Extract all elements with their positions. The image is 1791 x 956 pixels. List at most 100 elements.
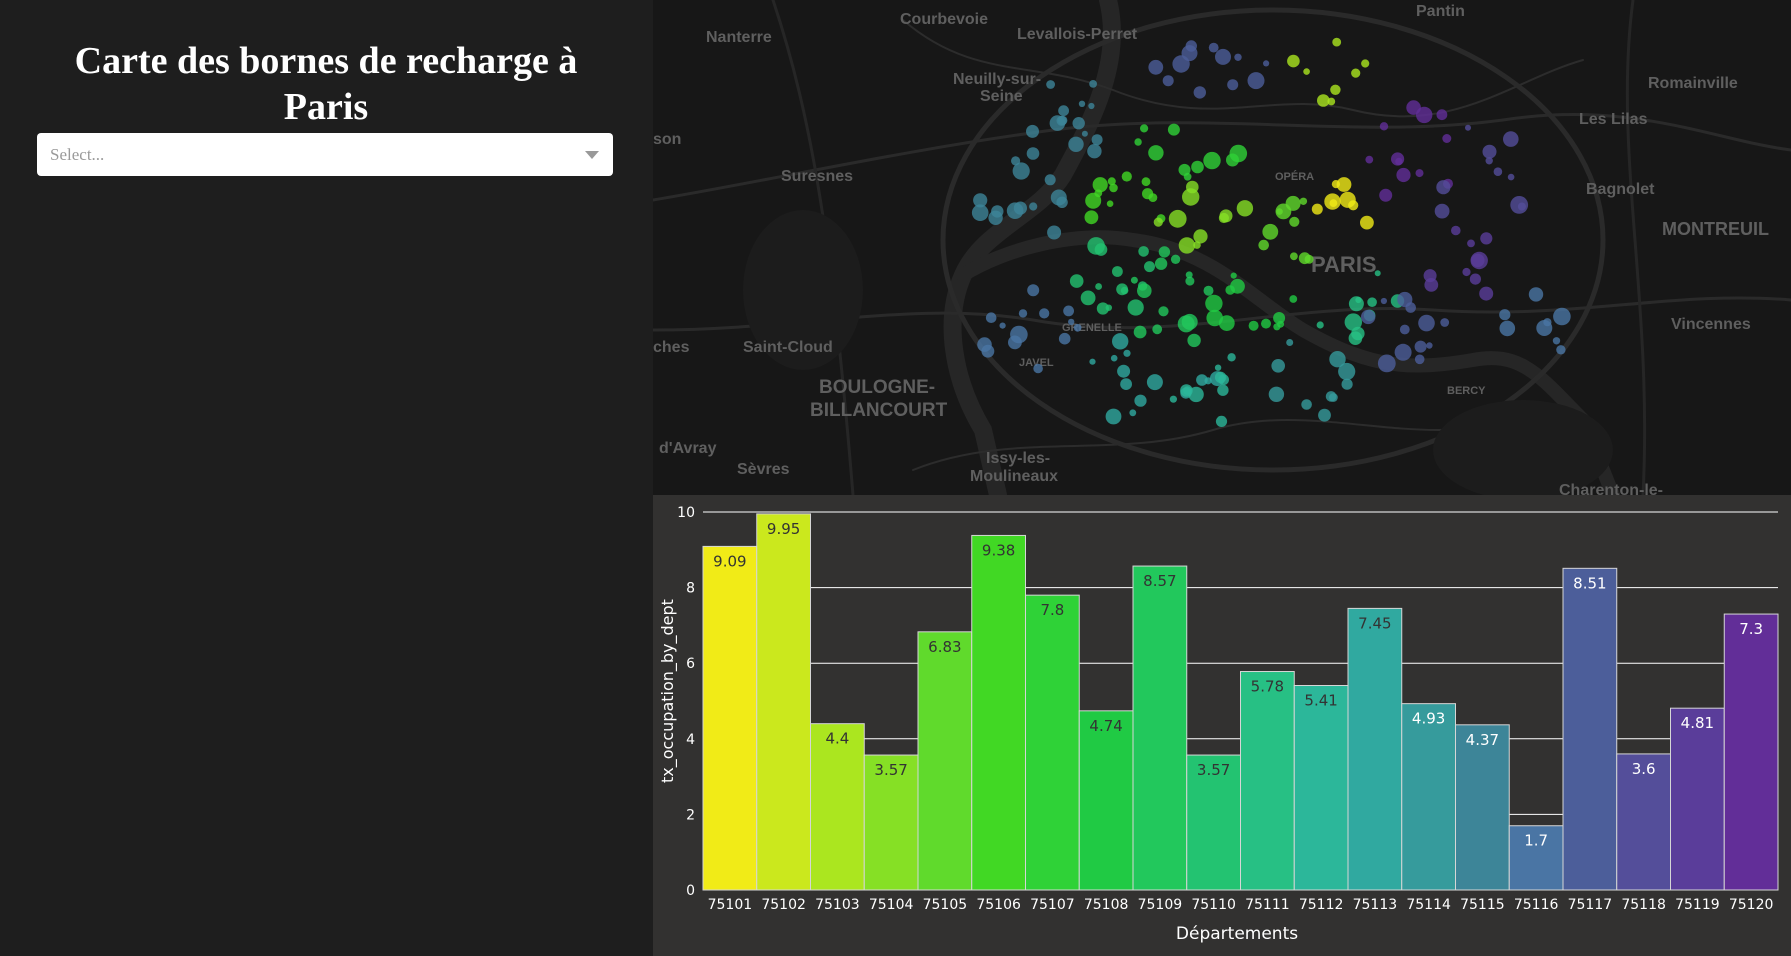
charging-station-marker[interactable] <box>1344 313 1362 331</box>
charging-station-marker[interactable] <box>1311 203 1323 215</box>
charging-station-marker[interactable] <box>1414 340 1427 353</box>
bar[interactable] <box>1401 703 1456 891</box>
charging-station-marker[interactable] <box>1499 320 1516 337</box>
charging-station-marker[interactable] <box>1191 160 1204 174</box>
charging-station-marker[interactable] <box>1517 202 1526 211</box>
charging-station-marker[interactable] <box>1261 318 1271 329</box>
charging-station-marker[interactable] <box>1271 359 1285 373</box>
charging-station-marker[interactable] <box>1153 217 1163 227</box>
charging-station-marker[interactable] <box>1394 343 1412 361</box>
charging-station-marker[interactable] <box>1088 102 1095 110</box>
charging-station-marker[interactable] <box>1069 274 1084 288</box>
charging-station-marker[interactable] <box>1329 393 1338 402</box>
charging-station-marker[interactable] <box>1127 299 1144 316</box>
charging-station-marker[interactable] <box>1341 378 1353 390</box>
charging-station-marker[interactable] <box>1380 297 1387 305</box>
charging-station-marker[interactable] <box>1208 42 1219 53</box>
charging-station-marker[interactable] <box>1217 384 1229 396</box>
charging-station-marker[interactable] <box>1415 169 1424 178</box>
charging-station-marker[interactable] <box>1332 37 1342 47</box>
charging-station-marker[interactable] <box>1162 75 1174 87</box>
charging-station-marker[interactable] <box>1543 318 1552 327</box>
charging-station-marker[interactable] <box>1289 216 1300 227</box>
charging-station-marker[interactable] <box>1204 377 1212 385</box>
charging-station-marker[interactable] <box>973 193 988 208</box>
charging-station-marker[interactable] <box>1205 294 1223 313</box>
charging-station-marker[interactable] <box>1087 237 1105 255</box>
charging-station-marker[interactable] <box>1462 267 1471 277</box>
charging-station-marker[interactable] <box>1442 134 1452 143</box>
charging-station-marker[interactable] <box>1379 122 1389 131</box>
charging-station-marker[interactable] <box>1063 305 1074 317</box>
charging-station-marker[interactable] <box>985 312 997 324</box>
charging-station-marker[interactable] <box>1154 257 1168 270</box>
bar[interactable] <box>702 545 758 891</box>
charging-station-marker[interactable] <box>1351 68 1361 78</box>
charging-station-marker[interactable] <box>1196 374 1208 386</box>
charging-station-marker[interactable] <box>1148 59 1164 75</box>
charging-station-marker[interactable] <box>1178 237 1196 254</box>
charging-station-marker[interactable] <box>1152 324 1163 335</box>
charging-station-marker[interactable] <box>1339 191 1356 208</box>
charging-station-marker[interactable] <box>1338 362 1356 381</box>
charging-station-marker[interactable] <box>1085 192 1102 209</box>
charging-station-marker[interactable] <box>1247 72 1265 90</box>
charging-station-marker[interactable] <box>1379 188 1393 202</box>
charging-station-marker[interactable] <box>1123 349 1131 357</box>
charging-station-marker[interactable] <box>1418 314 1435 332</box>
charging-station-marker[interactable] <box>1285 195 1301 211</box>
charging-station-marker[interactable] <box>1493 167 1503 176</box>
charging-station-marker[interactable] <box>1299 197 1308 205</box>
charging-station-marker[interactable] <box>1120 286 1129 295</box>
charging-station-marker[interactable] <box>1365 155 1374 164</box>
charging-station-marker[interactable] <box>1144 261 1155 273</box>
charging-station-marker[interactable] <box>1303 68 1310 75</box>
charging-station-marker[interactable] <box>1360 215 1374 230</box>
charging-station-marker[interactable] <box>1089 80 1097 88</box>
charging-station-marker[interactable] <box>1068 136 1084 152</box>
bar[interactable] <box>1186 754 1241 891</box>
charging-station-marker[interactable] <box>1436 180 1451 195</box>
charging-station-marker[interactable] <box>1436 109 1448 121</box>
charging-station-marker[interactable] <box>1121 171 1132 182</box>
charging-station-marker[interactable] <box>1377 354 1396 373</box>
charging-station-marker[interactable] <box>1172 55 1190 73</box>
charging-station-marker[interactable] <box>1158 246 1171 258</box>
charging-station-marker[interactable] <box>1290 252 1298 261</box>
charging-station-marker[interactable] <box>1206 309 1223 327</box>
charging-station-marker[interactable] <box>1258 239 1269 251</box>
charging-station-marker[interactable] <box>999 322 1006 329</box>
bar[interactable] <box>810 723 865 891</box>
charging-station-marker[interactable] <box>1133 325 1147 339</box>
charging-station-marker[interactable] <box>1273 312 1286 324</box>
charging-station-marker[interactable] <box>1395 157 1403 166</box>
bar[interactable] <box>971 534 1026 891</box>
charging-station-marker[interactable] <box>1095 283 1102 290</box>
charging-station-marker[interactable] <box>1107 177 1116 186</box>
charging-station-marker[interactable] <box>1087 144 1102 159</box>
charging-station-marker[interactable] <box>1451 225 1461 236</box>
charging-station-marker[interactable] <box>1424 278 1439 292</box>
charging-station-marker[interactable] <box>1396 167 1411 183</box>
charging-station-marker[interactable] <box>1046 80 1055 89</box>
charging-station-marker[interactable] <box>1230 272 1237 279</box>
charging-station-marker[interactable] <box>1552 337 1561 345</box>
charging-station-marker[interactable] <box>1089 358 1096 365</box>
charging-station-marker[interactable] <box>1316 321 1324 329</box>
charging-station-marker[interactable] <box>1050 189 1067 206</box>
charging-station-marker[interactable] <box>1185 271 1193 279</box>
charging-station-marker[interactable] <box>1374 270 1381 277</box>
bar[interactable] <box>1455 724 1510 891</box>
charging-station-marker[interactable] <box>1011 156 1021 166</box>
charging-station-marker[interactable] <box>1169 395 1177 403</box>
charging-station-marker[interactable] <box>1248 320 1259 331</box>
charging-station-marker[interactable] <box>1026 147 1040 160</box>
charging-station-marker[interactable] <box>1084 210 1099 225</box>
bar[interactable] <box>1347 607 1403 891</box>
charging-station-marker[interactable] <box>1130 276 1138 284</box>
charging-station-marker[interactable] <box>1056 115 1067 126</box>
charging-station-marker[interactable] <box>1140 124 1149 133</box>
charging-station-marker[interactable] <box>1230 278 1245 294</box>
department-select[interactable]: Select... <box>37 133 613 176</box>
charging-station-marker[interactable] <box>1263 60 1270 67</box>
